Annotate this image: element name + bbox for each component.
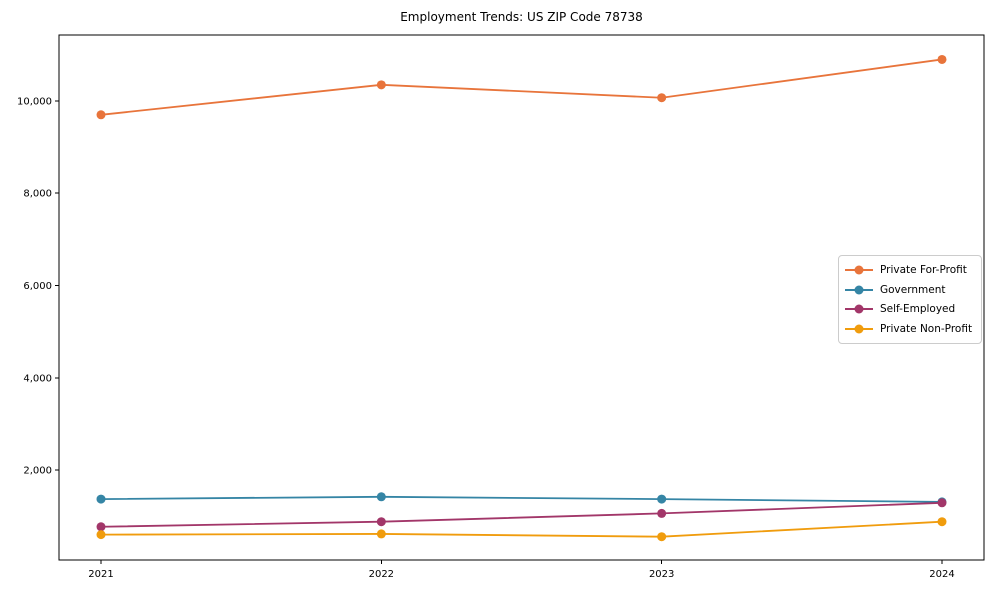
chart-marker-private-for-profit xyxy=(937,54,947,64)
chart-marker-private-for-profit xyxy=(376,80,386,90)
plot-border xyxy=(58,34,985,561)
legend-marker-icon xyxy=(845,304,873,315)
x-tick-label: 2022 xyxy=(369,569,394,580)
y-tick-label: 10,000 xyxy=(17,96,52,107)
chart-legend: Private For-Profit Government Self-Employe… xyxy=(838,255,982,344)
legend-marker-icon xyxy=(845,324,873,335)
legend-label: Self-Employed xyxy=(880,303,956,316)
chart-marker-private-non-profit xyxy=(937,517,947,527)
legend-label: Private For-Profit xyxy=(880,263,967,276)
y-tick-label: 4,000 xyxy=(23,373,52,384)
legend-marker-icon xyxy=(845,264,873,275)
chart-line-private-non-profit xyxy=(100,520,943,538)
chart-marker-self-employed xyxy=(96,522,106,532)
chart-marker-private-for-profit xyxy=(96,110,106,120)
legend-item-self-employed: Self-Employed xyxy=(845,300,975,320)
chart-marker-private-non-profit xyxy=(376,529,386,539)
chart-marker-private-for-profit xyxy=(657,93,667,103)
legend-marker-icon xyxy=(845,284,873,295)
y-tick-label: 6,000 xyxy=(23,281,52,292)
x-tick-label: 2023 xyxy=(649,569,674,580)
y-tick-label: 2,000 xyxy=(23,466,52,477)
chart-marker-private-non-profit xyxy=(96,530,106,540)
chart-line-government xyxy=(100,495,943,503)
legend-label: Government xyxy=(880,283,946,296)
x-tick-label: 2024 xyxy=(929,569,954,580)
chart-line-self-employed xyxy=(100,501,943,528)
chart-marker-self-employed xyxy=(657,508,667,518)
chart-marker-private-non-profit xyxy=(657,532,667,542)
chart-marker-government xyxy=(657,494,667,504)
chart-marker-government xyxy=(376,492,386,502)
chart-title: Employment Trends: US ZIP Code 78738 xyxy=(400,10,643,24)
chart-marker-self-employed xyxy=(376,517,386,527)
chart-marker-self-employed xyxy=(937,498,947,508)
chart-marker-government xyxy=(96,494,106,504)
legend-item-private-for-profit: Private For-Profit xyxy=(845,260,975,280)
y-tick-label: 8,000 xyxy=(23,189,52,200)
legend-label: Private Non-Profit xyxy=(880,323,973,336)
x-tick-label: 2021 xyxy=(88,569,113,580)
legend-item-government: Government xyxy=(845,280,975,300)
chart-line-private-for-profit xyxy=(100,58,943,116)
legend-item-private-non-profit: Private Non-Profit xyxy=(845,319,975,339)
